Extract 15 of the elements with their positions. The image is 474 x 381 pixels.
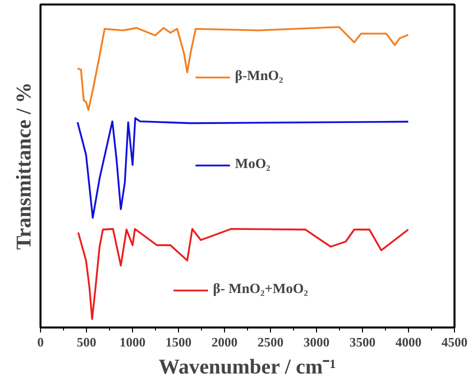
y-axis-title: Transmittance / % [12,82,36,250]
x-tick-label: 500 [76,334,96,350]
x-tick-label: 3500 [350,334,376,350]
x-tick-label: 1500 [166,334,192,350]
x-tick-label: 4000 [396,334,422,350]
legend-label: β-MnO₂ [235,69,284,85]
x-axis-title: Wavenumber / cm⁻¹ [158,354,336,378]
x-tick-label: 0 [37,334,44,350]
x-tick-label: 1000 [120,334,146,350]
legend-label: MoO₂ [235,157,270,173]
x-tick-label: 4500 [442,334,468,350]
x-tick-label: 2000 [212,334,238,350]
x-tick-label: 2500 [258,334,284,350]
legend-label: β- MnO₂+MoO₂ [213,282,308,298]
x-tick-label: 3000 [304,334,330,350]
